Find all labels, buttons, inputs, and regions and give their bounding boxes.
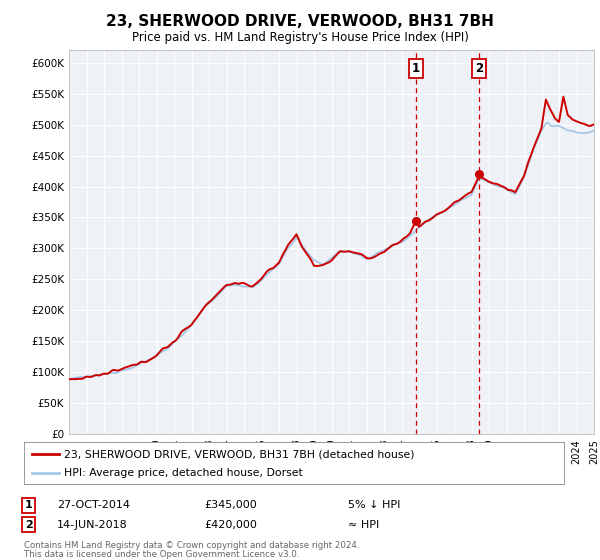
Text: 1: 1 <box>25 500 32 510</box>
Text: 27-OCT-2014: 27-OCT-2014 <box>57 500 130 510</box>
Text: 2: 2 <box>475 62 484 75</box>
Text: This data is licensed under the Open Government Licence v3.0.: This data is licensed under the Open Gov… <box>24 550 299 559</box>
Text: £345,000: £345,000 <box>204 500 257 510</box>
Text: 5% ↓ HPI: 5% ↓ HPI <box>348 500 400 510</box>
Text: 2: 2 <box>25 520 32 530</box>
Text: ≈ HPI: ≈ HPI <box>348 520 379 530</box>
Text: Contains HM Land Registry data © Crown copyright and database right 2024.: Contains HM Land Registry data © Crown c… <box>24 541 359 550</box>
Text: £420,000: £420,000 <box>204 520 257 530</box>
Text: HPI: Average price, detached house, Dorset: HPI: Average price, detached house, Dors… <box>65 468 303 478</box>
Text: 1: 1 <box>412 62 420 75</box>
Text: 23, SHERWOOD DRIVE, VERWOOD, BH31 7BH (detached house): 23, SHERWOOD DRIVE, VERWOOD, BH31 7BH (d… <box>65 449 415 459</box>
Text: Price paid vs. HM Land Registry's House Price Index (HPI): Price paid vs. HM Land Registry's House … <box>131 31 469 44</box>
Text: 14-JUN-2018: 14-JUN-2018 <box>57 520 128 530</box>
Text: 23, SHERWOOD DRIVE, VERWOOD, BH31 7BH: 23, SHERWOOD DRIVE, VERWOOD, BH31 7BH <box>106 14 494 29</box>
